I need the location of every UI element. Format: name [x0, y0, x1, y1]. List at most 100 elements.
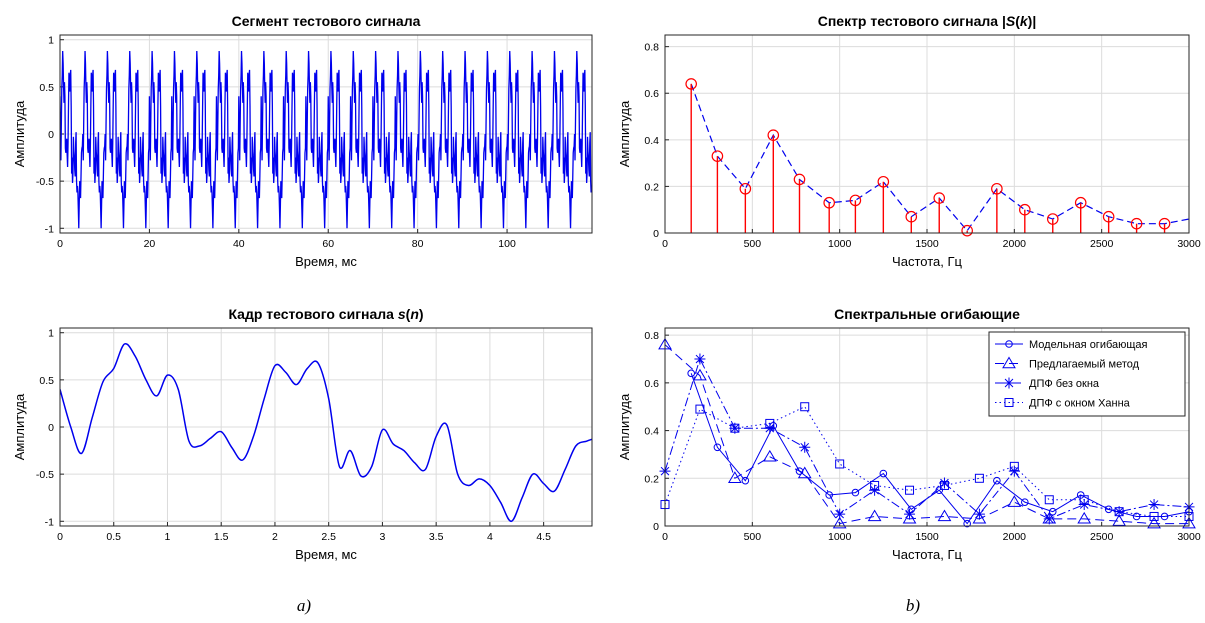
- p2-stem-marker: [739, 182, 752, 195]
- p4-legend-label-2: ДПФ без окна: [1029, 378, 1100, 390]
- p4-series-marker-2: [904, 508, 916, 520]
- p4-series-marker-1: [832, 516, 847, 529]
- chart-signal-frame: 0 0.5 1 1.5 2 2.5 3 3.5 4 4.5 -1 -0.5 0 0.5 1 Кадр тест…: [12, 306, 593, 562]
- p2-xtick-label: 1500: [915, 238, 939, 250]
- p4-series-marker-0: [1076, 491, 1085, 499]
- p4-series-marker-1: [972, 511, 987, 524]
- p4-series-marker-1: [1147, 516, 1161, 529]
- p3-ytick-label: 0.5: [39, 375, 54, 387]
- p4-xtick-label: 1000: [828, 531, 852, 543]
- p2-stem-marker: [905, 210, 918, 223]
- p2-title: Спектр тестового сигнала |S(k)|: [818, 13, 1037, 29]
- p4-ytick-label: 0.8: [644, 330, 659, 342]
- p4-series-marker-2: [1008, 465, 1020, 477]
- p1-axes-box: [59, 34, 593, 234]
- p4-series-marker-3: [1009, 461, 1019, 471]
- p4-series-marker-3: [1079, 495, 1089, 505]
- p4-ytick-label: 0.2: [644, 473, 659, 485]
- p3-xtick-label: 2.5: [321, 531, 336, 543]
- p2-stem-marker: [1130, 217, 1143, 230]
- p4-legend-marker-1: [1002, 356, 1016, 369]
- p4-series-marker-3: [870, 480, 880, 490]
- p1-xtick-label: 20: [144, 238, 156, 250]
- p1-xtick-label: 0: [57, 238, 63, 250]
- p4-series-marker-1: [797, 466, 812, 479]
- p4-legend-box: [988, 331, 1186, 417]
- p2-stem-marker: [767, 129, 780, 141]
- p4-series-marker-0: [1021, 498, 1029, 506]
- p3-xtick-label: 2: [272, 531, 278, 543]
- p2-ytick-label: 0.4: [644, 135, 659, 147]
- p3-xtick-label: 1.5: [214, 531, 229, 543]
- p2-stem-marker: [711, 150, 724, 162]
- p1-xlabel: Время, мс: [295, 254, 357, 269]
- p1-xtick-label: 60: [322, 238, 334, 250]
- chart-signal-spectrum: 0 500 1000 1500 2000 2500 3000 0 0.2 0.4 0.6 0.8 Спе…: [617, 13, 1201, 269]
- p3-xlabel: Время, мс: [295, 547, 357, 562]
- p2-xtick-label: 0: [662, 238, 668, 250]
- p4-series-line-1: [665, 344, 1189, 525]
- p2-stem-marker: [685, 78, 697, 90]
- p4-series-marker-1: [867, 509, 882, 522]
- p4-series-marker-2: [973, 508, 985, 520]
- p4-xlabel: Частота, Гц: [892, 547, 962, 562]
- p4-series-marker-2: [1113, 506, 1125, 518]
- p2-stem-marker: [823, 196, 835, 209]
- p2-ytick-label: 0: [653, 228, 659, 240]
- p4-legend-marker-0: [1005, 340, 1013, 348]
- p4-series-marker-2: [1043, 513, 1055, 525]
- p4-series-marker-1: [1182, 516, 1196, 529]
- p2-stem-marker: [849, 194, 862, 207]
- p2-stem-marker: [793, 173, 806, 186]
- p4-legend-marker-2: [1003, 377, 1015, 389]
- p4-series-marker-1: [1112, 514, 1127, 526]
- p4-series-marker-3: [835, 459, 845, 469]
- p4-series-marker-0: [741, 476, 750, 485]
- p4-series-marker-2: [729, 422, 741, 434]
- p3-ytick-label: -0.5: [36, 469, 54, 481]
- p4-series-marker-0: [851, 488, 860, 497]
- p1-ylabel: Амплитуда: [12, 100, 27, 167]
- p4-series-marker-2: [834, 508, 846, 520]
- p4-series-marker-2: [764, 422, 776, 434]
- p4-legend-label-1: Предлагаемый метод: [1029, 359, 1140, 371]
- p4-series-marker-1: [937, 509, 952, 522]
- p2-ytick-label: 0.2: [644, 181, 659, 193]
- p4-series-marker-2: [1078, 499, 1090, 511]
- p4-series-marker-0: [1132, 512, 1141, 521]
- p2-xlabel: Частота, Гц: [892, 254, 962, 269]
- p4-series-marker-0: [879, 469, 888, 478]
- p4-series-marker-1: [693, 368, 707, 381]
- p3-xtick-label: 4: [487, 531, 493, 543]
- p4-series-marker-0: [1104, 505, 1113, 514]
- p4-ytick-label: 0.6: [644, 378, 659, 390]
- p3-ytick-label: 1: [48, 328, 54, 340]
- p3-axes-box: [59, 327, 593, 527]
- p1-xtick-label: 40: [233, 238, 245, 250]
- p3-ylabel: Амплитуда: [12, 393, 27, 460]
- p3-series-line: [60, 342, 592, 523]
- p2-stem-marker: [1074, 196, 1087, 209]
- p2-xtick-label: 500: [744, 238, 762, 250]
- p1-ytick-label: 1: [48, 35, 54, 47]
- chart-signal-segment: 0 20 40 60 80 100 -1 -0.5 0 0.5 1 Сегмент тестового…: [12, 13, 593, 269]
- p2-stem-marker: [991, 182, 1003, 195]
- p3-xtick-label: 0.5: [106, 531, 121, 543]
- p4-axes-box: [664, 327, 1190, 527]
- p1-xtick-label: 80: [412, 238, 424, 250]
- p4-legend-marker-3: [1004, 398, 1014, 407]
- p1-title: Сегмент тестового сигнала: [232, 13, 421, 29]
- p4-series-marker-1: [1077, 511, 1092, 524]
- p2-stem-marker: [1046, 213, 1059, 225]
- p4-series-marker-3: [939, 480, 949, 490]
- p1-ytick-label: 0: [48, 129, 54, 141]
- p2-xtick-label: 1000: [828, 238, 852, 250]
- p4-ytick-label: 0.4: [644, 426, 659, 438]
- p1-ytick-label: -1: [45, 223, 54, 235]
- p4-legend: Модельная огибающая Предлагаемый метод ДПФ…: [988, 331, 1186, 417]
- p2-stem-marker: [961, 224, 973, 237]
- p4-series-marker-3: [1149, 511, 1159, 521]
- p4-series-marker-0: [713, 443, 722, 452]
- p1-ytick-label: -0.5: [36, 176, 54, 188]
